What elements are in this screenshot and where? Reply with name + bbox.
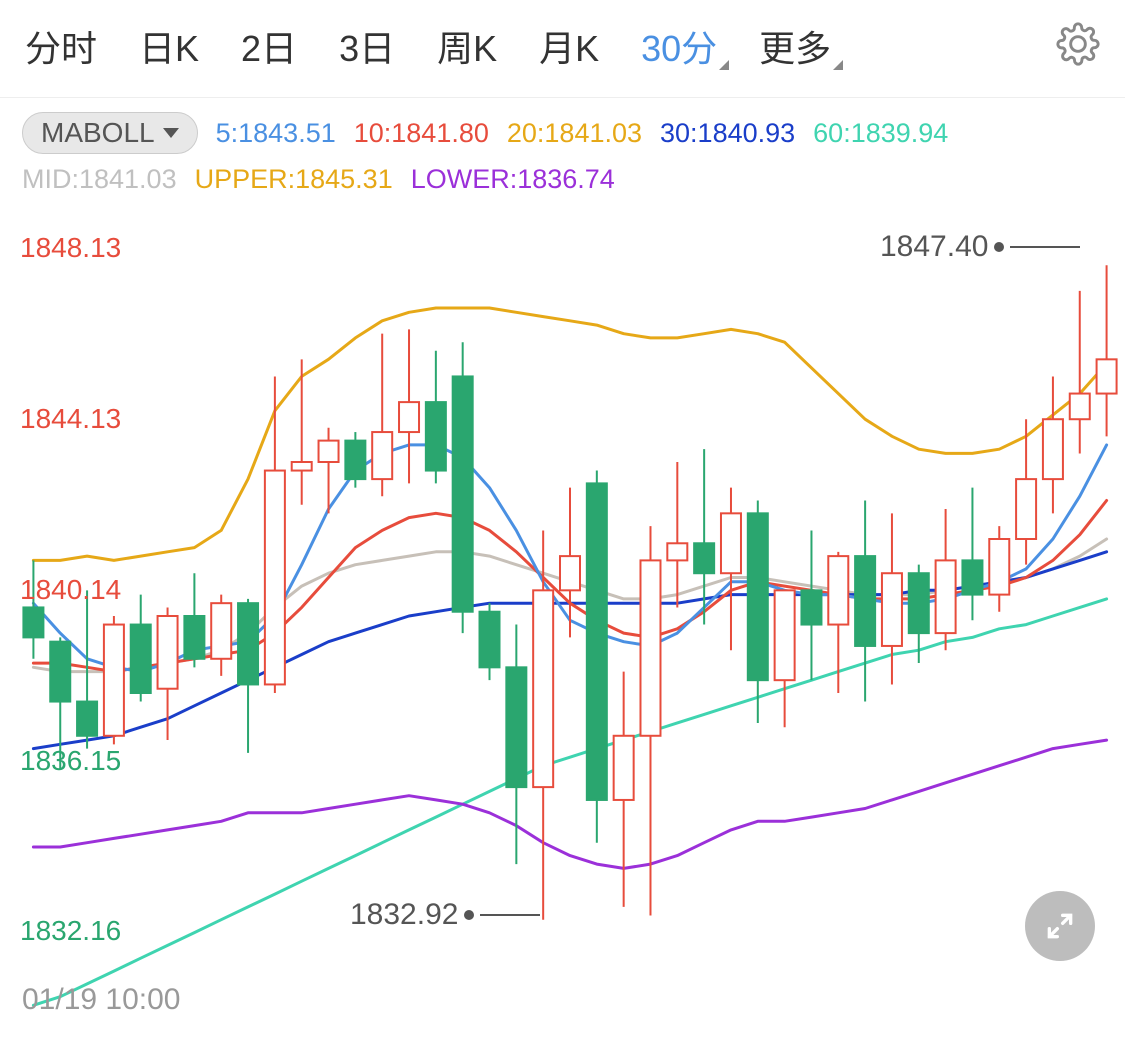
indicator-selector-label: MABOLL xyxy=(41,117,155,149)
tab-1[interactable]: 日K xyxy=(139,20,199,72)
gear-icon xyxy=(1056,22,1100,66)
tab-3[interactable]: 3日 xyxy=(339,20,395,72)
indicator-value-3: 30:1840.93 xyxy=(660,118,795,149)
chart-area[interactable]: 1848.13 1844.13 1840.14 1836.15 1832.16 1847… xyxy=(0,211,1125,1021)
low-annotation: 1832.92 xyxy=(350,898,540,932)
x-axis-label: 01/19 10:00 xyxy=(22,983,180,1017)
y-tick: 1832.16 xyxy=(20,915,121,947)
tab-6[interactable]: 30分 xyxy=(641,20,717,72)
expand-icon xyxy=(1044,910,1076,942)
marker-dot-icon xyxy=(994,242,1004,252)
indicator-value-2: 20:1841.03 xyxy=(507,118,642,149)
indicator-value-4: 60:1839.94 xyxy=(813,118,948,149)
dropdown-corner-icon xyxy=(833,60,843,70)
timeframe-tabs: 分时日K 2日 3日周K 月K 30分更多 xyxy=(0,0,1125,98)
y-tick: 1840.14 xyxy=(20,574,121,606)
tab-2[interactable]: 2日 xyxy=(241,20,297,72)
indicator-value-0: 5:1843.51 xyxy=(216,118,336,149)
dropdown-corner-icon xyxy=(719,60,729,70)
indicator-value-7: LOWER:1836.74 xyxy=(411,164,615,195)
indicator-value-5: MID:1841.03 xyxy=(22,164,177,195)
indicator-value-6: UPPER:1845.31 xyxy=(195,164,393,195)
tab-5[interactable]: 月K xyxy=(539,20,599,72)
y-tick: 1836.15 xyxy=(20,745,121,777)
indicator-selector[interactable]: MABOLL xyxy=(22,112,198,154)
y-tick: 1844.13 xyxy=(20,403,121,435)
tab-0[interactable]: 分时 xyxy=(25,20,97,72)
high-annotation: 1847.40 xyxy=(880,230,1080,264)
candlestick-chart xyxy=(0,211,1125,1021)
settings-button[interactable] xyxy=(1056,22,1100,71)
caret-down-icon xyxy=(163,128,179,138)
y-tick: 1848.13 xyxy=(20,232,121,264)
tab-7[interactable]: 更多 xyxy=(759,20,831,72)
tab-4[interactable]: 周K xyxy=(437,20,497,72)
indicator-value-1: 10:1841.80 xyxy=(354,118,489,149)
expand-button[interactable] xyxy=(1025,891,1095,961)
marker-dot-icon xyxy=(464,910,474,920)
indicator-row: MABOLL 5:1843.51 10:1841.80 20:1841.03 30:1… xyxy=(0,98,1125,201)
